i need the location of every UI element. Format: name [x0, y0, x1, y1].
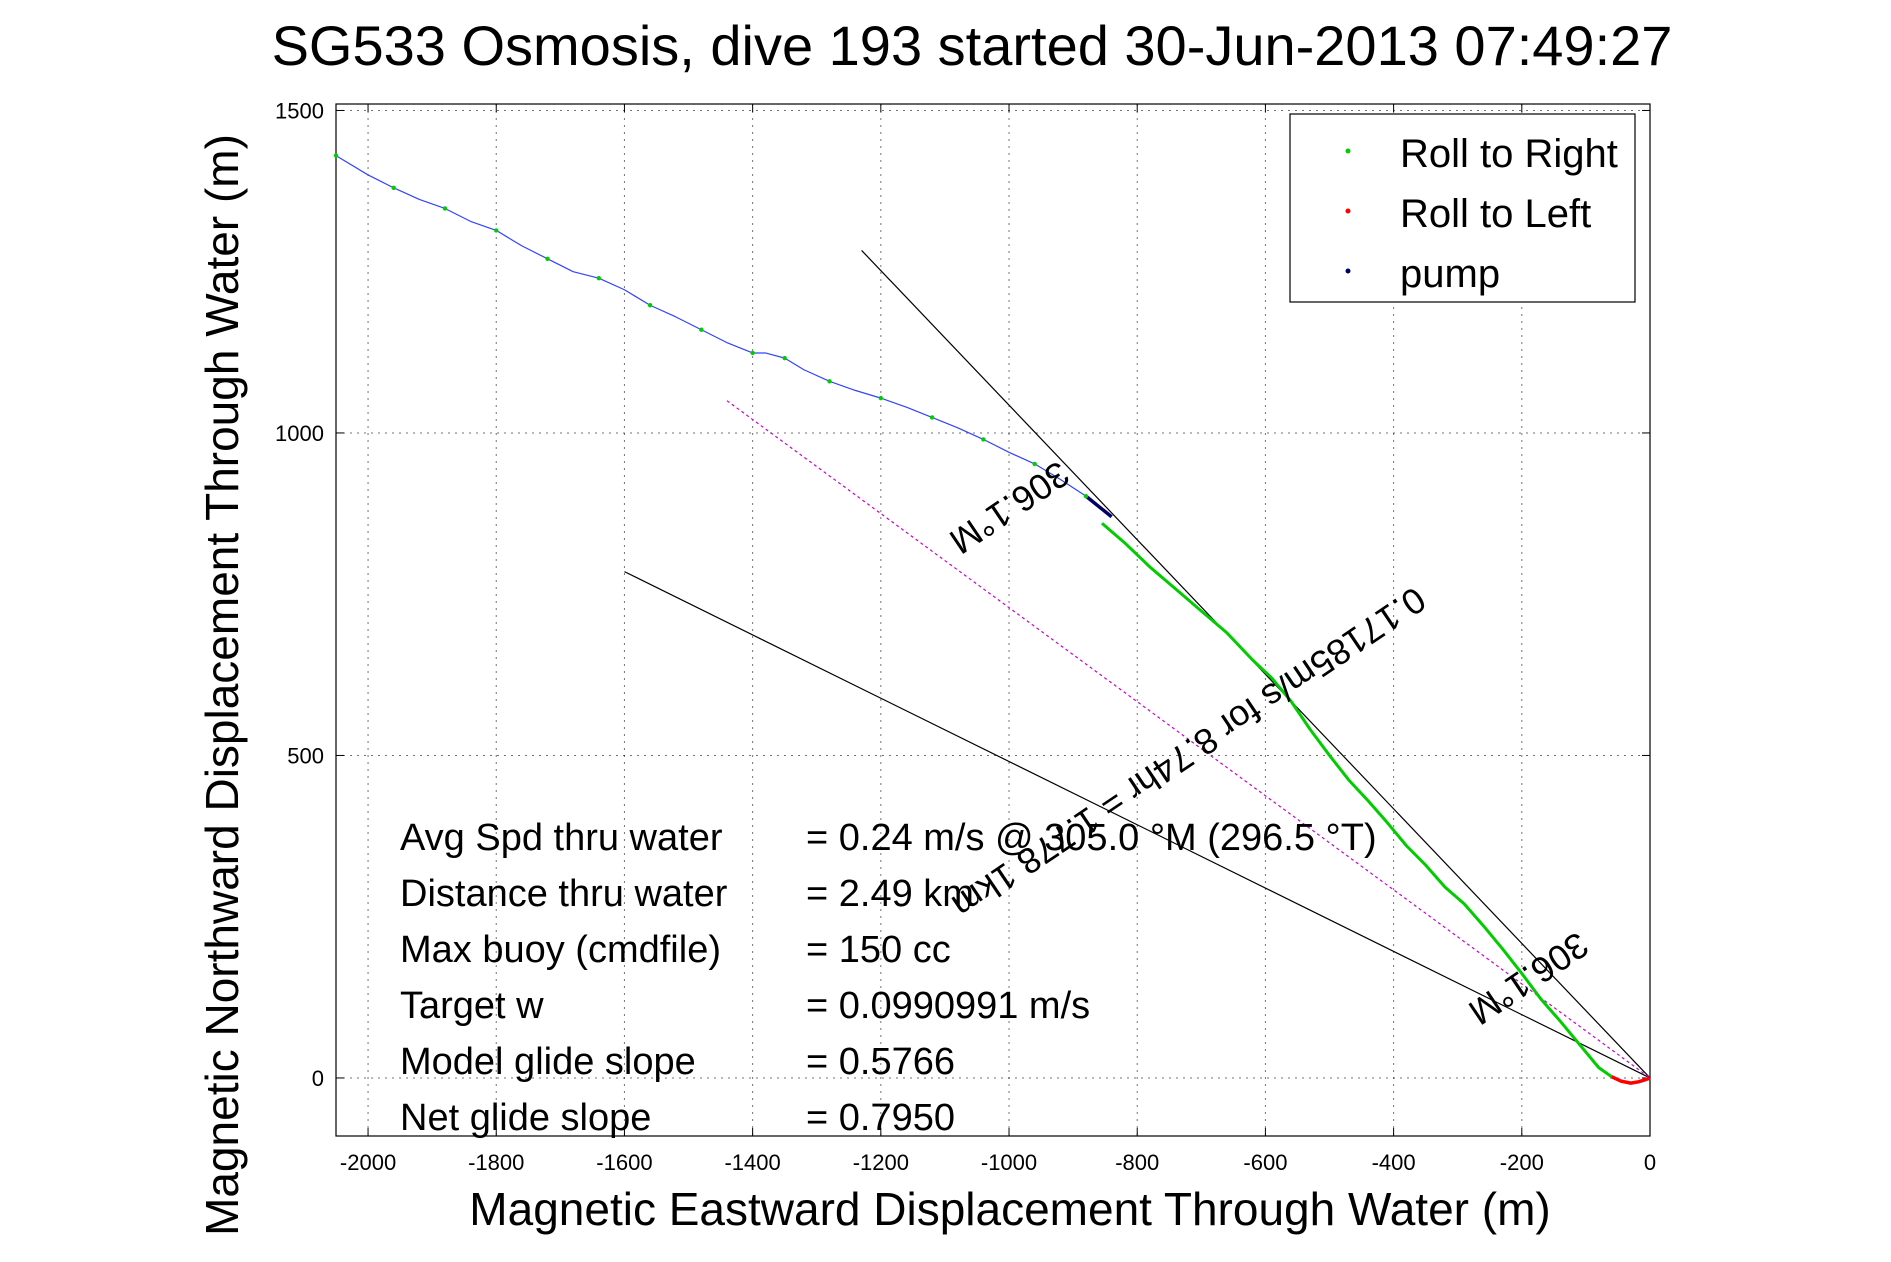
data-point [333, 153, 339, 158]
x-tick-label: -1600 [596, 1150, 652, 1175]
stats-value: = 2.49 km [806, 873, 974, 915]
data-point [782, 355, 787, 361]
stats-value: = 0.0990991 m/s [806, 985, 1090, 1027]
data-point [750, 350, 755, 356]
x-tick-label: 0 [1644, 1150, 1656, 1175]
series-line [1610, 1075, 1651, 1085]
series-lines [335, 155, 1651, 1085]
reference-line [624, 571, 1651, 1079]
data-point [1032, 461, 1037, 467]
data-point [647, 303, 653, 308]
legend-label: pump [1400, 252, 1500, 296]
data-point [596, 275, 601, 281]
x-tick-label: -2000 [340, 1150, 396, 1175]
stats-label: Target w [400, 985, 544, 1027]
legend-items: Roll to Right Roll to Left pump [1345, 132, 1618, 296]
stats-label: Distance thru water [400, 873, 728, 915]
data-point [929, 415, 935, 420]
legend: Roll to Right Roll to Left pump [1289, 113, 1636, 303]
axis-ticks: -2000 -1800 -1600 -1400 -1200 -1000 -800 -600 -4… [275, 98, 1656, 1175]
x-tick-label: -600 [1243, 1150, 1287, 1175]
grid-lines [336, 104, 1651, 1136]
data-point [699, 327, 704, 332]
legend-marker [1345, 148, 1351, 154]
series-line [1084, 494, 1113, 519]
stats-label: Avg Spd thru water [400, 817, 723, 859]
data-point [442, 206, 448, 211]
series-line [335, 155, 1103, 510]
stats-value: = 0.7950 [806, 1097, 955, 1139]
data-point [827, 379, 832, 384]
stats-value: = 0.24 m/s @ 305.0 °M (296.5 °T) [806, 817, 1377, 859]
x-tick-label: -400 [1372, 1150, 1416, 1175]
series-line [1100, 522, 1613, 1078]
stats-value: = 150 cc [806, 929, 951, 971]
data-point [545, 256, 550, 261]
stats-label: Max buoy (cmdfile) [400, 929, 721, 971]
y-tick-label: 1500 [275, 98, 324, 123]
chart-title: SG533 Osmosis, dive 193 started 30-Jun-2… [272, 14, 1673, 77]
stats-label: Net glide slope [400, 1097, 651, 1139]
data-point [391, 185, 396, 191]
legend-label: Roll to Left [1400, 192, 1591, 236]
legend-marker [1345, 268, 1351, 274]
stats-block: Avg Spd thru water = 0.24 m/s @ 305.0 °M … [400, 817, 1377, 1139]
data-point [1083, 493, 1089, 499]
data-point [494, 228, 499, 233]
data-point [981, 437, 986, 442]
reference-line [726, 400, 1651, 1079]
x-axis-title: Magnetic Eastward Displacement Through W… [469, 1183, 1550, 1235]
x-tick-label: -1400 [724, 1150, 780, 1175]
series-markers [333, 153, 1089, 499]
y-tick-label: 500 [287, 743, 324, 768]
x-tick-label: -1800 [468, 1150, 524, 1175]
y-tick-label: 1000 [275, 421, 324, 446]
stats-value: = 0.5766 [806, 1041, 955, 1083]
legend-label: Roll to Right [1400, 132, 1618, 176]
x-tick-label: -1000 [981, 1150, 1037, 1175]
y-tick-label: 0 [312, 1066, 324, 1091]
legend-marker [1345, 208, 1351, 214]
stats-label: Model glide slope [400, 1041, 696, 1083]
y-axis-title: Magnetic Northward Displacement Through … [196, 134, 248, 1236]
x-tick-label: -200 [1500, 1150, 1544, 1175]
plot-area-frame [335, 103, 1651, 1137]
x-tick-label: -1200 [853, 1150, 909, 1175]
data-point [878, 395, 884, 401]
x-tick-label: -800 [1115, 1150, 1159, 1175]
